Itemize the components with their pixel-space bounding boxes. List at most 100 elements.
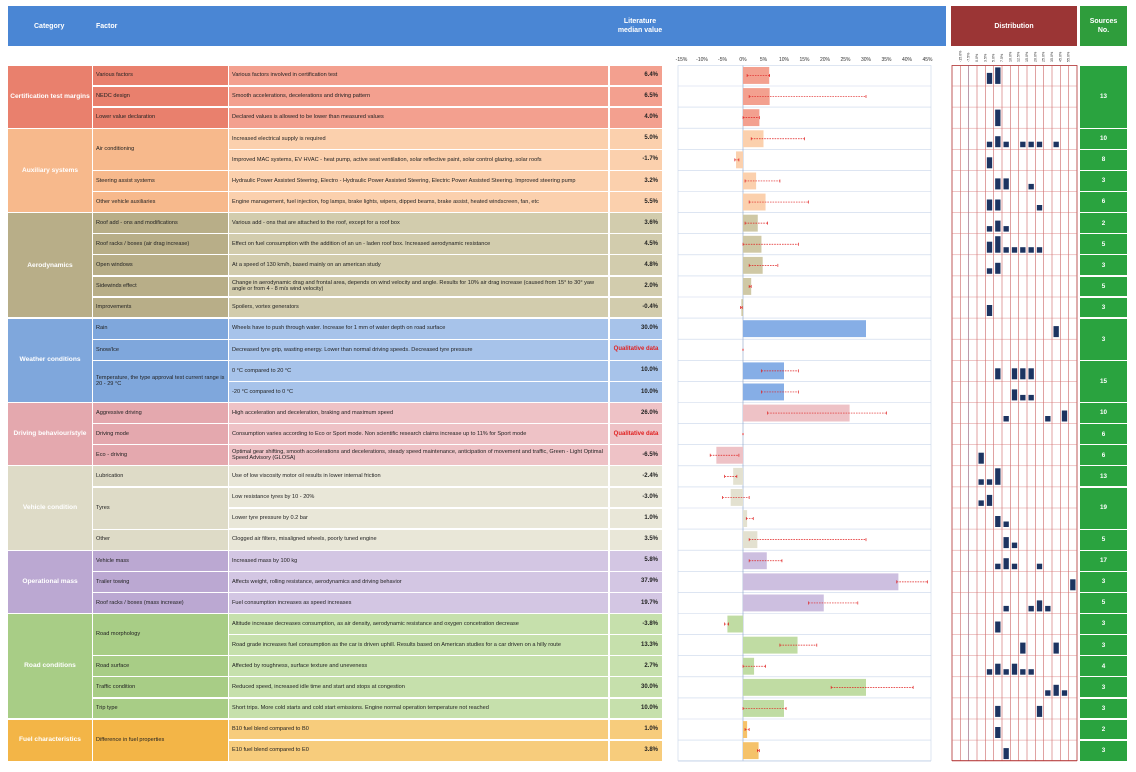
sources-count: 5 [1080, 529, 1127, 550]
distribution-bar [995, 220, 1001, 232]
category-cell: Aerodynamics [8, 213, 92, 318]
description-cell: E10 fuel blend compared to E0 [229, 740, 608, 761]
description-cell: -20 °C compared to 0 °C [229, 382, 608, 402]
sources-count: 6 [1080, 192, 1127, 212]
median-value-cell: 3.6% [610, 213, 662, 234]
header-literature-line1: Literature [623, 17, 657, 25]
distribution-bin-label: 45.0% [1058, 51, 1062, 62]
description-cell: Improved MAC systems, EV HVAC - heat pum… [229, 149, 608, 170]
distribution-bar [986, 226, 993, 232]
distribution-bar [1028, 141, 1034, 148]
factor-cell: Steering assist systems [93, 171, 228, 191]
description-cell: Increased mass by 100 kg [229, 550, 608, 571]
description-cell: Smooth accelerations, decelerations and … [229, 86, 608, 107]
median-bar [743, 678, 866, 696]
median-bar [727, 615, 743, 633]
factor-cell: Sidewinds effect [93, 276, 228, 297]
distribution-frame [951, 65, 1078, 761]
description-cell: Fuel consumption increases as speed incr… [229, 593, 608, 613]
median-value-cell: 30.0% [610, 318, 662, 339]
sources-count: 6 [1080, 445, 1127, 466]
description-cell: Affected by roughness, surface texture a… [229, 656, 608, 677]
sources-count: 3 [1080, 740, 1127, 761]
sources-count: 10 [1080, 403, 1127, 423]
distribution-bar [995, 705, 1001, 717]
sources-count: 5 [1080, 276, 1127, 297]
distribution-bar [995, 563, 1001, 570]
description-cell: Wheels have to push through water. Incre… [229, 318, 608, 339]
median-bar [743, 320, 866, 338]
distribution-bar [995, 516, 1001, 527]
factor-cell: Roof racks / boxes (mass increase) [93, 593, 228, 613]
distribution-bar [1028, 605, 1034, 612]
header-distribution-label: Distribution [994, 22, 1034, 30]
distribution-bar [1045, 416, 1051, 422]
median-bar [743, 573, 899, 591]
distribution-bar [1003, 226, 1009, 232]
median-value-cell: 4.5% [610, 234, 662, 255]
distribution-bin-label: 20.0% [1033, 51, 1037, 62]
distribution-bar [1053, 141, 1059, 148]
distribution-bar [995, 621, 1001, 633]
sources-count: 13 [1080, 466, 1127, 487]
distribution-bar [995, 178, 1001, 190]
distribution-bar [986, 479, 993, 485]
median-bar [743, 700, 784, 717]
median-value-cell: 5.8% [610, 550, 662, 571]
category-cell: Fuel characteristics [8, 719, 92, 761]
distribution-bin-label: 55.0% [1067, 51, 1071, 62]
median-bar [743, 88, 770, 105]
distribution-bar [1036, 600, 1043, 612]
median-bar [743, 510, 748, 527]
factor-cell: Road surface [93, 656, 228, 677]
x-tick-label: -10% [696, 57, 708, 63]
x-tick-label: -15% [676, 57, 688, 63]
distribution-bar [986, 268, 993, 274]
median-bar [736, 151, 743, 169]
factor-cell: Road morphology [93, 614, 228, 656]
factor-cell: Other [93, 529, 228, 550]
distribution-bar [1011, 542, 1018, 549]
distribution-bar [1003, 748, 1009, 760]
median-bar [733, 467, 743, 485]
chart-frame [677, 65, 932, 761]
description-cell: Use of low viscosity motor oil results i… [229, 466, 608, 487]
distribution-bar [986, 241, 993, 253]
factor-cell: Vehicle mass [93, 550, 228, 571]
distribution-bar [1036, 205, 1043, 211]
median-value-cell: 1.0% [610, 508, 662, 529]
factor-cell: Various factors [93, 65, 228, 86]
distribution-bin-label: 3.5% [983, 53, 987, 62]
median-value-cell: 5.0% [610, 128, 662, 149]
distribution-bar [1011, 368, 1018, 380]
distribution-bar [1028, 183, 1034, 190]
sources-count: 5 [1080, 234, 1127, 255]
distribution-bar [1003, 247, 1009, 253]
x-tick-label: 5% [760, 57, 768, 63]
category-cell: Vehicle condition [8, 466, 92, 550]
distribution-bin-label: 7.5% [1000, 53, 1004, 62]
sources-count: 3 [1080, 318, 1127, 360]
distribution-bar [1003, 605, 1009, 612]
factor-cell: Driving mode [93, 424, 228, 445]
median-value-cell: 3.2% [610, 171, 662, 191]
header-sources: Sources No. [1080, 6, 1127, 46]
header-literature-line2: median value [617, 27, 663, 34]
x-tick-label: 45% [922, 57, 933, 63]
x-tick-label: 35% [881, 57, 892, 63]
distribution-bar [1020, 368, 1026, 380]
description-cell: Effect on fuel consumption with the addi… [229, 234, 608, 255]
distribution-bar [995, 199, 1001, 211]
distribution-bar [1003, 416, 1009, 422]
factor-cell: Snow/Ice [93, 339, 228, 360]
header-sources-label: Sources No. [1090, 17, 1118, 36]
median-value-cell: 19.7% [610, 593, 662, 613]
distribution-bar [995, 136, 1001, 148]
median-value-cell: 37.9% [610, 571, 662, 592]
sources-count: 6 [1080, 424, 1127, 445]
category-cell: Operational mass [8, 550, 92, 613]
description-cell: Altitude increase decreases consumption,… [229, 614, 608, 634]
description-cell: Hydraulic Power Assisted Steering, Elect… [229, 171, 608, 191]
median-value-cell: 2.0% [610, 276, 662, 297]
